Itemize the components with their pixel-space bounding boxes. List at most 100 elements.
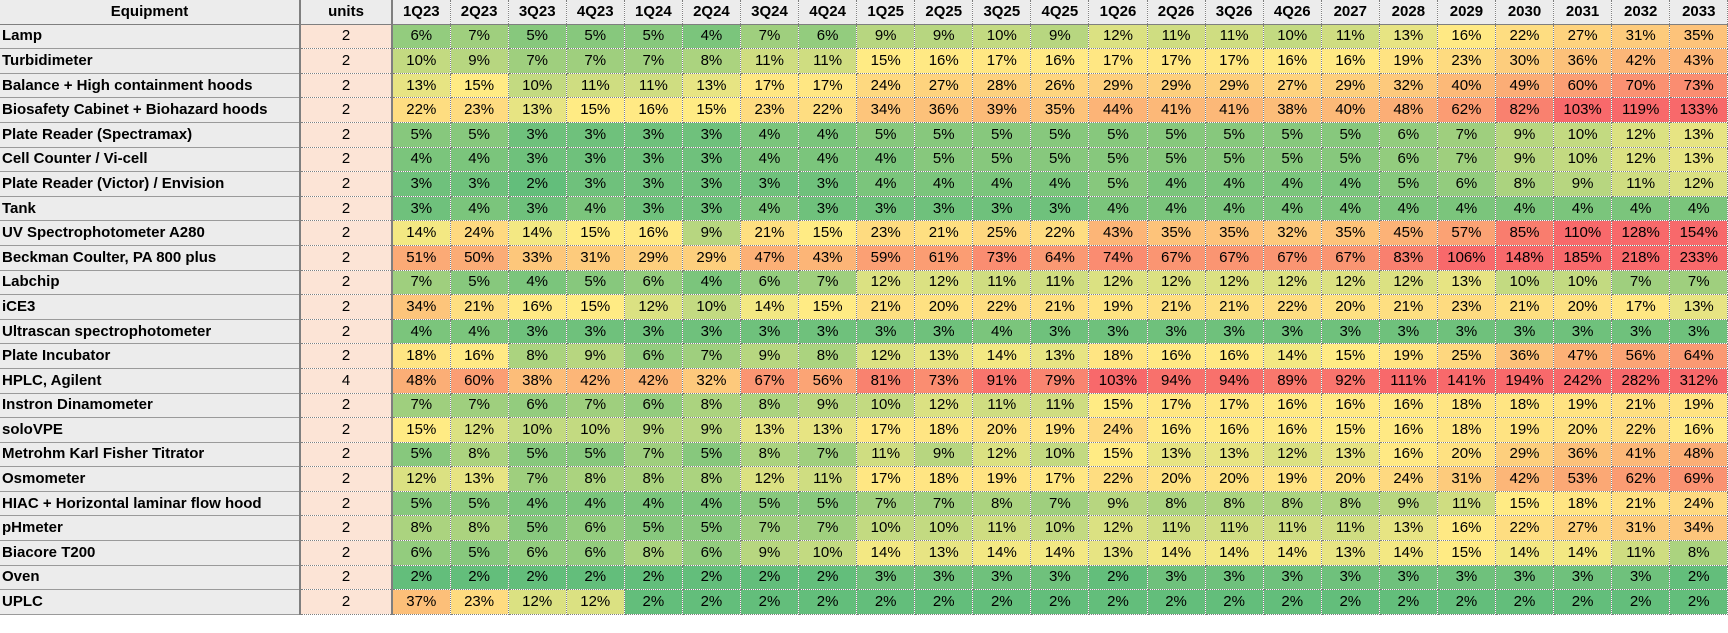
utilization-cell[interactable]: 36%	[1553, 48, 1613, 74]
utilization-cell[interactable]: 79%	[1030, 368, 1090, 394]
utilization-cell[interactable]: 74%	[1088, 245, 1148, 271]
utilization-cell[interactable]: 10%	[1553, 147, 1613, 173]
utilization-cell[interactable]: 9%	[914, 24, 974, 50]
utilization-cell[interactable]: 7%	[624, 442, 683, 468]
utilization-cell[interactable]: 5%	[914, 147, 974, 173]
equipment-name-cell[interactable]: Plate Incubator	[0, 343, 301, 369]
utilization-cell[interactable]: 29%	[1088, 73, 1148, 99]
utilization-cell[interactable]: 5%	[566, 442, 625, 468]
utilization-cell[interactable]: 85%	[1495, 220, 1555, 246]
utilization-cell[interactable]: 7%	[392, 393, 451, 419]
utilization-cell[interactable]: 7%	[798, 442, 858, 468]
utilization-cell[interactable]: 4%	[1321, 196, 1380, 222]
utilization-cell[interactable]: 10%	[798, 540, 858, 566]
utilization-cell[interactable]: 15%	[682, 97, 741, 123]
utilization-cell[interactable]: 2%	[972, 589, 1032, 615]
utilization-cell[interactable]: 3%	[682, 171, 741, 197]
utilization-cell[interactable]: 21%	[1611, 491, 1671, 517]
utilization-cell[interactable]: 41%	[1611, 442, 1671, 468]
header-period[interactable]: 2032	[1611, 0, 1671, 25]
utilization-cell[interactable]: 9%	[624, 417, 683, 443]
utilization-cell[interactable]: 69%	[1669, 466, 1728, 492]
utilization-cell[interactable]: 10%	[1553, 270, 1613, 296]
utilization-cell[interactable]: 5%	[1205, 122, 1264, 148]
utilization-cell[interactable]: 15%	[1495, 491, 1555, 517]
utilization-cell[interactable]: 26%	[1030, 73, 1090, 99]
utilization-cell[interactable]: 3%	[1437, 565, 1496, 591]
utilization-cell[interactable]: 35%	[1205, 220, 1264, 246]
utilization-cell[interactable]: 6%	[1379, 122, 1438, 148]
utilization-cell[interactable]: 24%	[1669, 491, 1728, 517]
utilization-cell[interactable]: 5%	[508, 515, 567, 542]
utilization-cell[interactable]: 7%	[740, 24, 800, 50]
utilization-cell[interactable]: 133%	[1669, 97, 1728, 123]
header-period[interactable]: 2033	[1669, 0, 1728, 25]
utilization-cell[interactable]: 11%	[1321, 24, 1380, 50]
utilization-cell[interactable]: 5%	[1205, 147, 1264, 173]
utilization-cell[interactable]: 17%	[1205, 393, 1264, 419]
utilization-cell[interactable]: 22%	[972, 294, 1032, 320]
utilization-cell[interactable]: 3%	[914, 565, 974, 591]
utilization-cell[interactable]: 2%	[682, 565, 741, 591]
utilization-cell[interactable]: 48%	[1379, 97, 1438, 123]
utilization-cell[interactable]: 67%	[1263, 245, 1322, 271]
utilization-cell[interactable]: 2%	[1205, 589, 1264, 615]
utilization-cell[interactable]: 38%	[508, 368, 567, 394]
equipment-name-cell[interactable]: Plate Reader (Victor) / Envision	[0, 171, 301, 197]
utilization-cell[interactable]: 5%	[1030, 147, 1090, 173]
utilization-cell[interactable]: 16%	[450, 343, 509, 369]
utilization-cell[interactable]: 3%	[914, 196, 974, 222]
utilization-cell[interactable]: 4%	[798, 122, 858, 148]
utilization-cell[interactable]: 7%	[566, 393, 625, 419]
utilization-cell[interactable]: 83%	[1379, 245, 1438, 271]
utilization-cell[interactable]: 36%	[914, 97, 974, 123]
utilization-cell[interactable]: 3%	[1088, 319, 1148, 345]
utilization-cell[interactable]: 21%	[740, 220, 800, 246]
utilization-cell[interactable]: 12%	[914, 270, 974, 296]
utilization-cell[interactable]: 4%	[972, 171, 1032, 197]
units-cell[interactable]: 2	[300, 491, 393, 517]
utilization-cell[interactable]: 3%	[856, 565, 916, 591]
utilization-cell[interactable]: 17%	[1611, 294, 1671, 320]
utilization-cell[interactable]: 19%	[1088, 294, 1148, 320]
utilization-cell[interactable]: 5%	[624, 24, 683, 50]
utilization-cell[interactable]: 3%	[856, 196, 916, 222]
units-cell[interactable]: 2	[300, 565, 393, 591]
utilization-cell[interactable]: 14%	[1495, 540, 1555, 566]
equipment-name-cell[interactable]: Plate Reader (Spectramax)	[0, 122, 301, 148]
utilization-cell[interactable]: 3%	[740, 171, 800, 197]
utilization-cell[interactable]: 4%	[508, 491, 567, 517]
equipment-name-cell[interactable]: Tank	[0, 196, 301, 222]
utilization-cell[interactable]: 17%	[1147, 48, 1206, 74]
utilization-cell[interactable]: 34%	[1669, 515, 1728, 542]
units-cell[interactable]: 2	[300, 466, 393, 492]
header-period[interactable]: 4Q24	[798, 0, 858, 25]
utilization-cell[interactable]: 5%	[1263, 147, 1322, 173]
utilization-cell[interactable]: 7%	[566, 48, 625, 74]
utilization-cell[interactable]: 15%	[856, 48, 916, 74]
units-cell[interactable]: 2	[300, 97, 393, 123]
utilization-cell[interactable]: 4%	[1147, 196, 1206, 222]
utilization-cell[interactable]: 57%	[1437, 220, 1496, 246]
utilization-cell[interactable]: 3%	[1030, 319, 1090, 345]
utilization-cell[interactable]: 312%	[1669, 368, 1728, 394]
utilization-cell[interactable]: 8%	[1321, 491, 1380, 517]
utilization-cell[interactable]: 13%	[1321, 442, 1380, 468]
utilization-cell[interactable]: 43%	[798, 245, 858, 271]
utilization-cell[interactable]: 13%	[1205, 442, 1264, 468]
utilization-cell[interactable]: 20%	[1553, 417, 1613, 443]
equipment-name-cell[interactable]: Biosafety Cabinet + Biohazard hoods	[0, 97, 301, 123]
utilization-cell[interactable]: 3%	[682, 147, 741, 173]
utilization-cell[interactable]: 64%	[1669, 343, 1728, 369]
header-period[interactable]: 3Q25	[972, 0, 1032, 25]
utilization-cell[interactable]: 3%	[682, 319, 741, 345]
equipment-name-cell[interactable]: Turbidimeter	[0, 48, 301, 74]
utilization-cell[interactable]: 9%	[1553, 171, 1613, 197]
utilization-cell[interactable]: 13%	[914, 343, 974, 369]
utilization-cell[interactable]: 5%	[450, 270, 509, 296]
utilization-cell[interactable]: 16%	[1437, 24, 1496, 50]
utilization-cell[interactable]: 9%	[1379, 491, 1438, 517]
utilization-cell[interactable]: 23%	[856, 220, 916, 246]
utilization-cell[interactable]: 2%	[1379, 589, 1438, 615]
utilization-cell[interactable]: 37%	[392, 589, 451, 615]
